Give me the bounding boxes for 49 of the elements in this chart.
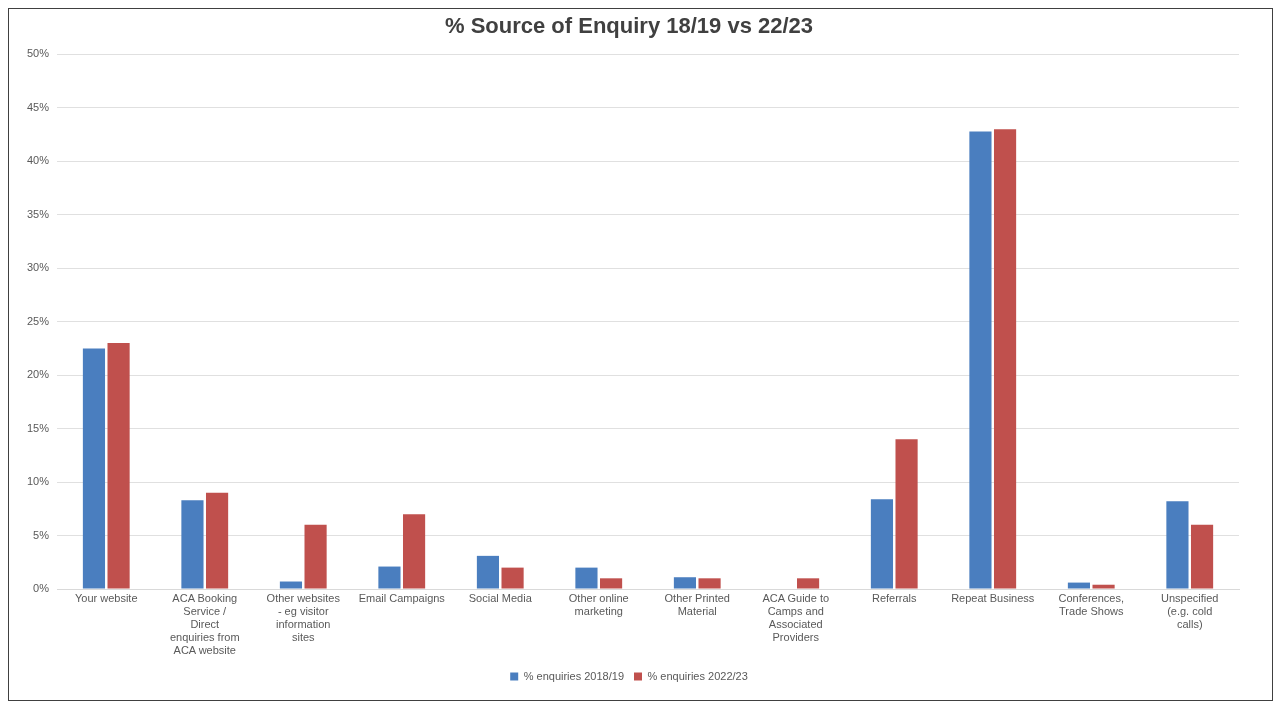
x-tick-label: Email Campaigns: [358, 591, 446, 604]
x-tick-label: Other Printed Material: [664, 591, 730, 617]
y-tick-label: 5%: [33, 528, 50, 541]
bar: [698, 578, 721, 589]
bar: [673, 577, 697, 589]
legend-label: % enquiries 2022/23: [647, 669, 748, 682]
bar: [476, 555, 500, 589]
bar: [206, 492, 229, 589]
y-tick-label: 20%: [26, 368, 50, 381]
y-tick-label: 45%: [26, 100, 50, 113]
bar: [304, 524, 327, 589]
bar: [870, 499, 894, 589]
legend-label: % enquiries 2018/19: [523, 669, 624, 682]
x-tick-label: Conferences, Trade Shows: [1058, 591, 1124, 617]
x-tick-label: Your website: [74, 591, 138, 604]
y-tick-label: 30%: [26, 261, 50, 274]
bar: [895, 439, 918, 589]
bar: [107, 343, 130, 589]
y-tick-label: 10%: [26, 475, 50, 488]
x-tick-label: Referrals: [871, 591, 918, 604]
bar: [501, 567, 524, 589]
bar: [796, 578, 820, 589]
bar: [378, 566, 401, 589]
x-tick-label: Other websites - eg visitor information sites: [266, 591, 341, 644]
bar: [1092, 584, 1115, 589]
x-tick-label: Repeat Business: [951, 591, 1035, 604]
x-tick-label: Other online marketing: [568, 591, 629, 617]
x-tick-label: Social Media: [468, 591, 533, 604]
x-tick-label: ACA Guide to Camps and Associated Providers: [762, 591, 830, 644]
y-tick-label: 35%: [26, 207, 50, 220]
chart-title: % Source of Enquiry 18/19 vs 22/23: [444, 13, 814, 39]
y-tick-label: 40%: [26, 154, 50, 167]
y-tick-label: 25%: [26, 314, 50, 327]
bar: [82, 348, 106, 589]
bar: [599, 578, 623, 589]
x-tick-label: Unspecified (e.g. cold calls): [1161, 591, 1219, 631]
bar: [993, 129, 1017, 589]
bar: [1166, 501, 1189, 589]
bar: [402, 514, 426, 589]
bar: [575, 567, 598, 589]
y-tick-label: 50%: [26, 47, 50, 60]
y-tick-label: 0%: [33, 582, 50, 595]
bar: [1067, 582, 1091, 589]
bar: [1190, 524, 1214, 589]
bar: [279, 581, 303, 589]
bar: [181, 500, 204, 589]
y-tick-label: 15%: [26, 421, 50, 434]
x-tick-label: ACA Booking Service / Direct enquiries from ACA website: [169, 591, 240, 657]
bar: [969, 131, 992, 589]
